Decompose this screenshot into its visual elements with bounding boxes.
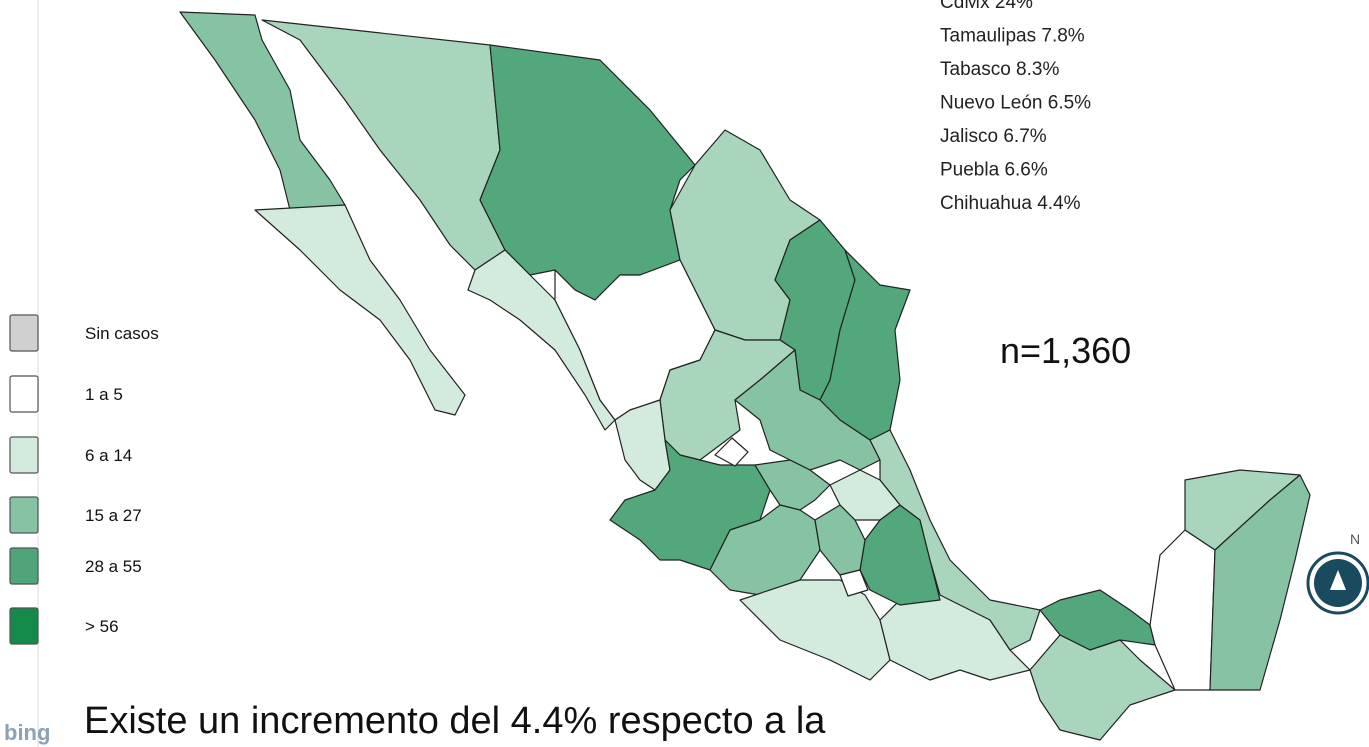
morelos — [839, 569, 869, 597]
legend-label: Sin casos — [85, 324, 159, 343]
quintana-roo — [1209, 474, 1311, 691]
logo: bing — [4, 720, 50, 745]
legend-swatch — [9, 375, 39, 413]
san-luis-potosi — [734, 349, 881, 471]
legend-swatch — [9, 547, 39, 585]
stat-line: CdMx 24% — [940, 0, 1033, 13]
stat-line: Chihuahua 4.4% — [940, 193, 1081, 214]
aguascalientes — [714, 437, 749, 467]
legend-swatch — [9, 314, 39, 352]
guerrero — [739, 579, 891, 681]
compass: N — [1306, 531, 1369, 615]
sinaloa — [467, 249, 616, 431]
zacatecas — [659, 329, 796, 461]
legend-swatch — [9, 436, 39, 474]
stat-line: Jalisco 6.7% — [940, 126, 1047, 147]
legend-label: 28 a 55 — [85, 557, 142, 576]
legend: Sin casos 1 a 5 6 a 14 15 a 27 28 a 55 > 56 — [9, 314, 159, 645]
svg-text:N: N — [1350, 531, 1360, 547]
mexico-state — [814, 504, 866, 576]
chiapas — [1029, 634, 1176, 741]
guanajuato — [754, 459, 831, 511]
stat-line: Nuevo León 6.5% — [940, 93, 1091, 114]
legend-label: 6 a 14 — [85, 446, 132, 465]
footer-text: Existe un incremento del 4.4% respecto a… — [84, 700, 826, 742]
baja-california-sur — [254, 204, 466, 416]
campeche — [1149, 529, 1216, 691]
legend-label: 15 a 27 — [85, 506, 142, 525]
legend-label: 1 a 5 — [85, 385, 123, 404]
baja-california — [179, 11, 346, 211]
states — [179, 11, 1311, 741]
legend-swatch — [9, 607, 39, 645]
legend-swatch — [9, 496, 39, 534]
stat-line: Tabasco 8.3% — [940, 59, 1059, 80]
stat-line: Puebla 6.6% — [940, 160, 1048, 181]
stat-line: Tamaulipas 7.8% — [940, 26, 1085, 47]
sample-size: n=1,360 — [1000, 330, 1131, 371]
legend-label: > 56 — [85, 617, 119, 636]
stats-list: CdMx 24% Tamaulipas 7.8% Tabasco 8.3% Nuevo… — [940, 0, 1091, 214]
